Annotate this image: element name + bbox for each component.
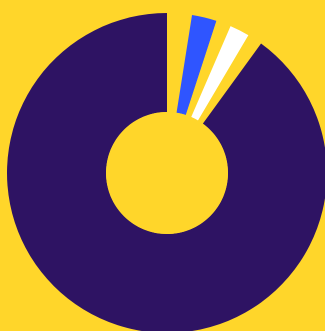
donut-center-hole	[106, 112, 228, 234]
donut-slice-4	[191, 26, 249, 121]
donut-slice-2	[176, 14, 217, 115]
donut-slice-3	[185, 20, 231, 118]
donut-slice-5	[198, 35, 262, 124]
donut-slice-1	[167, 13, 193, 113]
donut-slice-6	[7, 13, 325, 331]
